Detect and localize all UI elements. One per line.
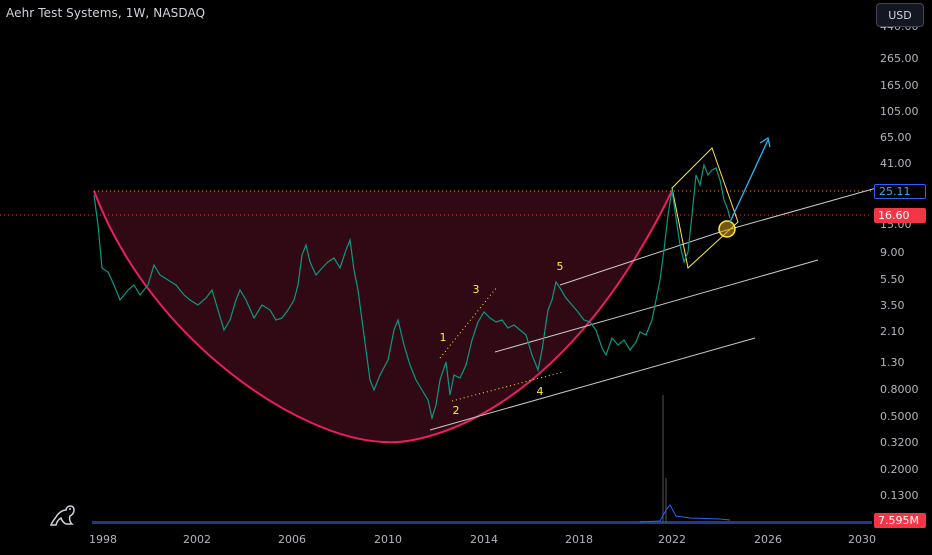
price-tick-label: 265.00 xyxy=(880,52,919,65)
price-tick-label: 1.30 xyxy=(880,356,905,369)
price-tick-label: 65.00 xyxy=(880,131,912,144)
wave-label-3: 3 xyxy=(473,283,480,296)
wave-labels: 1 2 3 4 5 xyxy=(440,260,564,417)
cup-pattern-fill xyxy=(94,191,672,443)
price-tick-label: 3.50 xyxy=(880,299,905,312)
time-axis-ticks: 1998 2002 2006 2010 2014 2018 2022 2026 2030 xyxy=(89,533,876,546)
price-axis-ticks: 440.00265.00165.00105.0065.0041.0015.009… xyxy=(880,20,919,502)
wave-label-1: 1 xyxy=(440,331,447,344)
price-tick-label: 165.00 xyxy=(880,79,919,92)
tradingview-dino-icon[interactable] xyxy=(48,503,78,527)
price-tick-label: 0.5000 xyxy=(880,410,919,423)
price-tick-label: 0.2000 xyxy=(880,463,919,476)
volume-ma-line xyxy=(639,504,731,523)
channel-line-upper xyxy=(719,186,881,233)
last-price-tag: 25.11 xyxy=(874,184,926,199)
time-tick-label: 2026 xyxy=(754,533,782,546)
time-tick-label: 2022 xyxy=(658,533,686,546)
wave-label-2: 2 xyxy=(453,404,460,417)
wave-label-5: 5 xyxy=(557,260,564,273)
time-tick-label: 1998 xyxy=(89,533,117,546)
price-series xyxy=(93,162,731,421)
projection-arrow-line xyxy=(729,139,769,223)
cup-pattern-curve xyxy=(93,190,673,444)
price-tick-label: 2.10 xyxy=(880,325,905,338)
price-tick-label: 0.1300 xyxy=(880,489,919,502)
price-tick-label: 0.8000 xyxy=(880,383,919,396)
channel-line-mid xyxy=(494,259,819,353)
target-circle xyxy=(718,220,736,238)
channel-line-lower xyxy=(429,337,756,431)
price-tick-label: 41.00 xyxy=(880,157,912,170)
time-tick-label: 2010 xyxy=(374,533,402,546)
projection-arrow-head xyxy=(759,136,771,148)
flag-parallelogram xyxy=(671,147,739,269)
chart-title: Aehr Test Systems, 1W, NASDAQ xyxy=(6,6,206,20)
time-tick-label: 2002 xyxy=(183,533,211,546)
current-price-tag: 16.60 xyxy=(874,208,926,223)
price-tick-label: 105.00 xyxy=(880,105,919,118)
time-tick-label: 2014 xyxy=(470,533,498,546)
time-tick-label: 2030 xyxy=(848,533,876,546)
time-tick-label: 2006 xyxy=(278,533,306,546)
wave-label-4: 4 xyxy=(537,385,544,398)
volume-baseline xyxy=(92,521,872,524)
price-tick-label: 5.50 xyxy=(880,273,905,286)
time-tick-label: 2018 xyxy=(565,533,593,546)
price-tick-label: 9.00 xyxy=(880,246,905,259)
volume-tag: 7.595M xyxy=(874,513,926,528)
price-tick-label: 0.3200 xyxy=(880,436,919,449)
channel-line-mid-upper xyxy=(559,231,721,286)
currency-button[interactable]: USD xyxy=(876,3,924,27)
